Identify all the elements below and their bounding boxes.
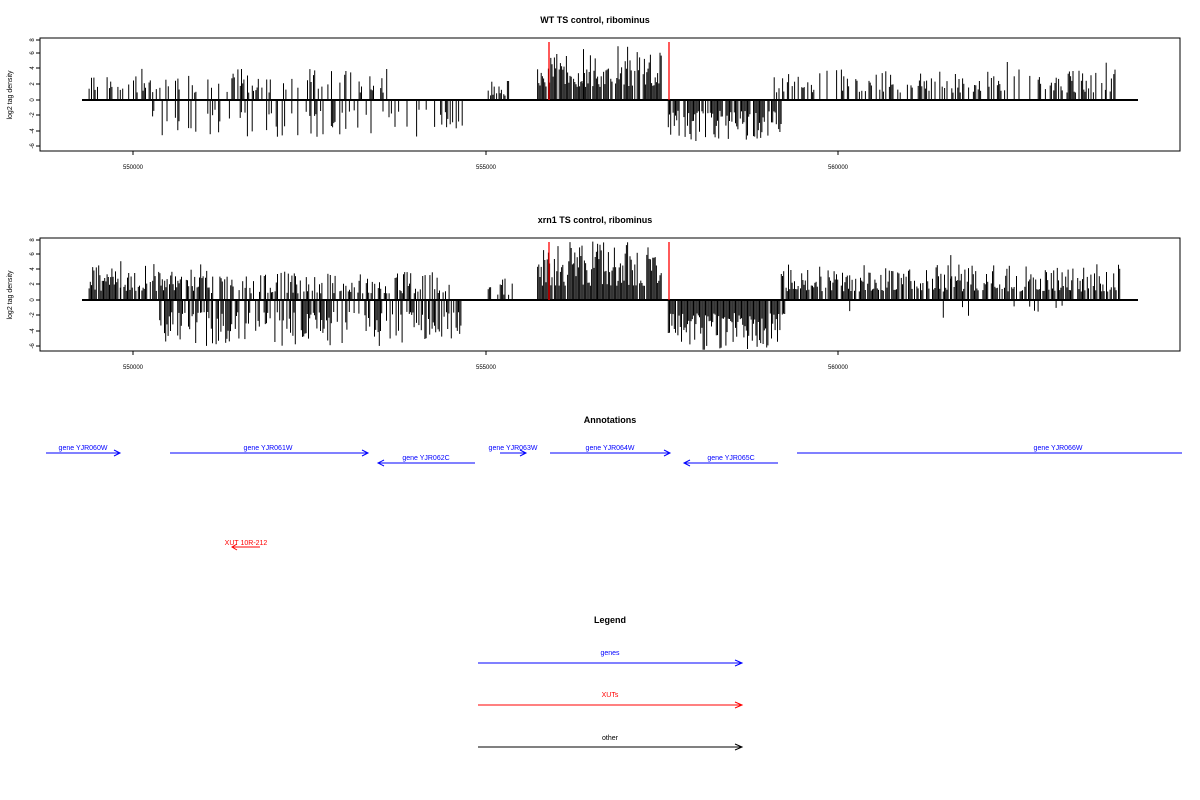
y-axis: 8 6 4 2 0 -2 -4 -6 log2 tag density	[7, 38, 40, 149]
gene-yjr060w: gene YJR060W	[46, 445, 122, 457]
panel-title: xrn1 TS control, ribominus	[538, 215, 653, 225]
x-axis: 550000 555000 560000	[123, 351, 849, 371]
annotations-track: Annotations gene YJR060W gene YJR061W ge…	[46, 415, 1182, 551]
y-tick-label: 4	[30, 267, 36, 271]
x-tick-label: 550000	[123, 365, 144, 371]
legend-label: genes	[600, 650, 620, 657]
y-tick-label: 4	[30, 66, 36, 70]
y-tick-label: -4	[30, 328, 36, 334]
x-axis: 550000 555000 560000	[123, 151, 849, 171]
gene-label: gene YJR062C	[402, 455, 449, 462]
y-tick-label: -6	[30, 343, 36, 349]
gene-yjr065c: gene YJR065C	[682, 455, 778, 467]
y-tick-label: -2	[30, 312, 36, 318]
y-tick-label: 2	[30, 282, 36, 286]
y-tick-label: 6	[30, 252, 36, 256]
gene-yjr062c: gene YJR062C	[376, 455, 475, 467]
y-tick-label: 0	[30, 298, 36, 302]
gene-yjr061w: gene YJR061W	[170, 445, 370, 457]
panel-title: WT TS control, ribominus	[540, 15, 650, 25]
y-tick-label: 8	[30, 38, 36, 42]
annotations-title: Annotations	[584, 415, 637, 425]
y-axis-label: log2 tag density	[7, 270, 14, 320]
gene-label: gene YJR060W	[59, 445, 108, 452]
plot-frame	[39, 237, 1181, 352]
x-tick-label: 555000	[476, 165, 497, 171]
gene-label: gene YJR061W	[244, 445, 293, 452]
gene-label: gene YJR063W	[489, 445, 538, 452]
legend: Legend genes XUTs other	[478, 615, 744, 751]
x-tick-label: 560000	[828, 165, 849, 171]
x-tick-label: 555000	[476, 365, 497, 371]
gene-yjr066w: gene YJR066W	[797, 445, 1182, 454]
legend-label: other	[602, 735, 619, 742]
panel-xrn1: xrn1 TS control, ribominus 8 6 4 2 0 -2 …	[7, 215, 1181, 371]
gene-yjr063w: gene YJR063W	[489, 445, 538, 457]
xut-10r-212: XUT 10R-212	[225, 540, 268, 551]
gene-label: gene YJR064W	[586, 445, 635, 452]
xut-label: XUT 10R-212	[225, 540, 268, 547]
legend-item-other: other	[478, 735, 744, 751]
y-tick-label: 2	[30, 82, 36, 86]
y-axis: 8 6 4 2 0 -2 -4 -6 log2 tag density	[7, 238, 40, 349]
y-tick-label: 0	[30, 98, 36, 102]
plot-frame	[39, 37, 1181, 152]
y-tick-label: 8	[30, 238, 36, 242]
y-axis-label: log2 tag density	[7, 70, 14, 120]
y-tick-label: -4	[30, 128, 36, 134]
x-tick-label: 550000	[123, 165, 144, 171]
gene-label: gene YJR066W	[1034, 445, 1083, 452]
y-tick-label: -6	[30, 143, 36, 149]
legend-label: XUTs	[602, 692, 619, 699]
y-tick-label: -2	[30, 112, 36, 118]
density-bars	[88, 46, 1116, 141]
gene-label: gene YJR065C	[707, 455, 754, 462]
legend-title: Legend	[594, 615, 626, 625]
y-tick-label: 6	[30, 51, 36, 55]
gene-yjr064w: gene YJR064W	[550, 445, 672, 457]
x-tick-label: 560000	[828, 365, 849, 371]
legend-item-genes: genes	[478, 650, 744, 667]
density-bars	[88, 241, 1121, 350]
panel-wt: WT TS control, ribominus 8 6 4 2 0 -2 -4…	[7, 15, 1181, 171]
legend-item-xuts: XUTs	[478, 692, 744, 709]
